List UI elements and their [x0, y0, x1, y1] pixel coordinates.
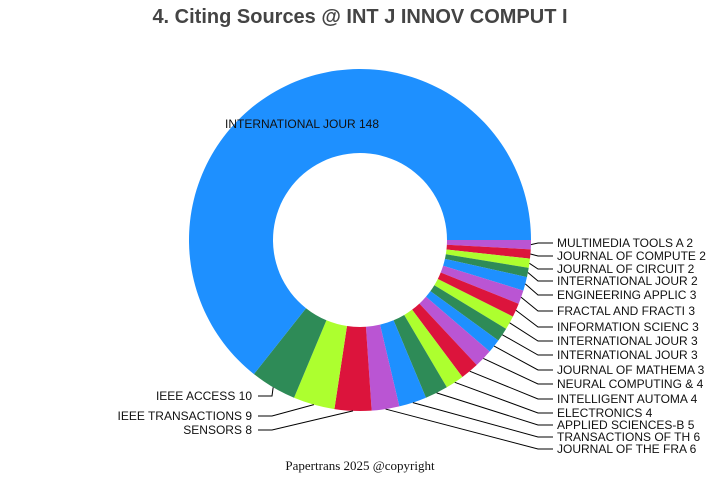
slice-label: FRACTAL AND FRACTI 3	[557, 304, 695, 318]
leader-line	[436, 392, 553, 426]
slice-label: ELECTRONICS 4	[557, 406, 653, 420]
slice-label: NEURAL COMPUTING & 4	[557, 377, 704, 391]
donut-slice	[437, 272, 519, 317]
slice-label: APPLIED SCIENCES-B 5	[557, 418, 695, 432]
leader-line	[454, 381, 553, 414]
donut-slice	[419, 296, 490, 365]
slice-label: INFORMATION SCIENC 3	[557, 320, 699, 334]
leader-line	[412, 402, 553, 438]
slice-label: ENGINEERING APPLIC 3	[557, 288, 697, 302]
slice-label: JOURNAL OF THE FRA 6	[557, 442, 697, 456]
donut-slice	[443, 258, 527, 291]
donut-slice	[380, 320, 426, 407]
slice-label: MULTIMEDIA TOOLS A 2	[557, 236, 693, 250]
leader-line	[493, 345, 553, 371]
slice-label: JOURNAL OF MATHEMA 3	[557, 363, 705, 377]
slice-label: IEEE TRANSACTIONS 9	[118, 409, 253, 423]
leader-line	[530, 242, 553, 246]
donut-slice	[393, 314, 447, 398]
leader-line	[529, 262, 553, 270]
leader-lines	[258, 242, 553, 450]
leader-line	[258, 404, 314, 417]
donut-slice	[430, 285, 507, 341]
donut-slice	[404, 309, 463, 388]
donut-slice	[334, 326, 372, 411]
slice-label: JOURNAL OF COMPUTE 2	[557, 249, 706, 263]
slice-label: INTERNATIONAL JOUR 3	[557, 334, 698, 348]
donut-slice-largest	[189, 68, 531, 375]
donut-slice	[445, 249, 530, 268]
donut-slice	[446, 240, 531, 250]
donut-slice	[412, 303, 477, 377]
donut-slice	[434, 278, 513, 329]
donut-slice	[444, 254, 529, 278]
leader-line	[527, 272, 553, 282]
largest-slice-label: INTERNATIONAL JOUR 148	[225, 117, 379, 131]
leader-line	[385, 408, 553, 450]
leader-line	[258, 387, 274, 397]
slice-label: IEEE ACCESS 10	[156, 389, 252, 403]
leader-line	[469, 370, 553, 400]
chart-title: 4. Citing Sources @ INT J INNOV COMPUT I	[152, 6, 568, 28]
slice-label: SENSORS 8	[183, 423, 252, 437]
copyright-footer: Papertrans 2025 @copyright	[285, 458, 435, 473]
donut-slice	[446, 244, 531, 259]
leader-line	[483, 357, 553, 385]
donut-slice	[365, 324, 400, 411]
slice-label: INTELLIGENT AUTOMA 4	[557, 392, 698, 406]
leader-line	[515, 309, 553, 328]
leader-line	[530, 253, 553, 257]
donut-slice	[440, 265, 524, 304]
slice-label: TRANSACTIONS OF TH 6	[557, 430, 700, 444]
leader-line	[524, 283, 553, 296]
leader-line	[258, 410, 354, 431]
donut-slice	[294, 320, 347, 410]
donut-slices	[189, 68, 531, 411]
leader-line	[509, 322, 553, 342]
slice-label: INTERNATIONAL JOUR 3	[557, 348, 698, 362]
leader-line	[502, 334, 553, 356]
slice-label: JOURNAL OF CIRCUIT 2	[557, 262, 695, 276]
slice-label: INTERNATIONAL JOUR 2	[557, 274, 698, 288]
donut-slice	[253, 308, 327, 398]
donut-slice	[425, 291, 499, 352]
leader-line	[520, 296, 553, 312]
